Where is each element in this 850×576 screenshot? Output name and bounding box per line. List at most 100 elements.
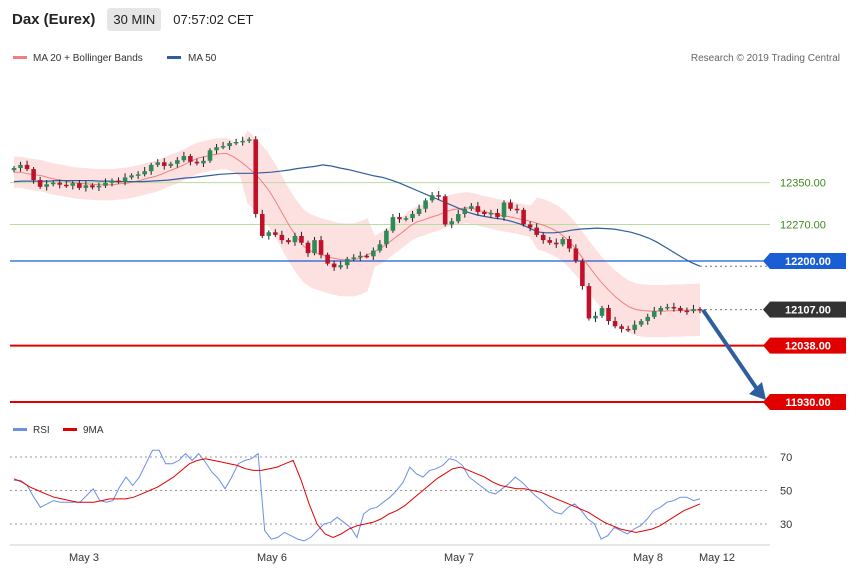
candle-body	[259, 214, 265, 236]
candle-body	[312, 240, 317, 254]
candle-body	[384, 230, 389, 245]
candle-body	[331, 263, 337, 268]
rsi-tick-label: 50	[780, 486, 792, 498]
candle-body	[521, 209, 526, 225]
candle-body	[501, 202, 507, 218]
candle-body	[508, 202, 513, 209]
rsi-tick-label: 70	[780, 452, 792, 464]
candle-body	[90, 185, 95, 188]
candle-body	[540, 234, 546, 241]
price-labels: 12350.00 12270.00 12200.00 12107.00 12038.00…	[701, 178, 846, 410]
candle-body	[318, 240, 324, 255]
candle-body	[390, 217, 396, 231]
candle-body	[129, 175, 134, 178]
rsi-ma-legend-label: 9MA	[83, 425, 104, 436]
x-tick-label: May 8	[633, 552, 663, 564]
candle-body	[233, 141, 239, 144]
candle-body	[305, 242, 311, 254]
rsi-ma-line	[13, 458, 701, 538]
candle-body	[442, 196, 448, 225]
candle-body	[24, 164, 30, 170]
level-label: 12270.00	[780, 219, 826, 231]
level-label-box	[770, 337, 846, 354]
level-label-pointer	[763, 301, 770, 318]
candle-body	[567, 239, 572, 249]
rsi-legend-swatch	[13, 428, 27, 431]
candle-body	[645, 316, 651, 322]
candle-body	[449, 221, 455, 225]
candle-body	[161, 162, 167, 166]
rsi-tick-label: 30	[780, 519, 792, 531]
candle-body	[194, 161, 200, 164]
candle-body	[397, 217, 402, 220]
level-label-pointer	[763, 337, 770, 354]
candle-body	[638, 321, 644, 325]
candle-body	[299, 235, 304, 243]
x-tick-label: May 3	[69, 552, 99, 564]
candle-body	[632, 324, 637, 330]
candle-body	[181, 156, 187, 161]
candle-body	[475, 206, 481, 212]
candle-body	[103, 182, 108, 186]
candle-body	[547, 240, 553, 243]
candle-body	[534, 227, 539, 235]
candle-body	[109, 180, 115, 183]
ma20-legend-label: MA 20 + Bollinger Bands	[33, 53, 143, 64]
candle-body	[665, 306, 670, 309]
candle-body	[469, 206, 474, 209]
level-label-pointer	[763, 253, 770, 269]
candle-body	[495, 212, 500, 218]
level-label-box	[770, 394, 846, 410]
level-label-pointer	[763, 394, 770, 410]
candle-body	[57, 182, 63, 185]
candle-body	[482, 211, 487, 214]
ma20-line	[14, 152, 701, 312]
bollinger-band	[14, 130, 700, 338]
candle-body	[135, 174, 141, 176]
level-label: 12200.00	[785, 256, 831, 268]
candle-body	[142, 171, 147, 175]
bollinger-band-area	[14, 130, 700, 338]
forecast-arrow-shaft	[701, 308, 759, 391]
candle-body	[122, 177, 128, 182]
candle-body	[148, 164, 154, 172]
candle-body	[279, 234, 285, 241]
candle-body	[207, 150, 213, 161]
ma20-legend-swatch	[13, 56, 27, 59]
level-label: 11930.00	[785, 397, 830, 409]
candle-body	[214, 147, 219, 151]
candle-body	[678, 308, 683, 311]
candle-body	[436, 195, 441, 197]
candle-body	[553, 242, 559, 245]
forecast-arrow-head	[749, 382, 766, 400]
instrument-title: Dax (Eurex)	[12, 10, 96, 28]
candle-body	[175, 160, 180, 164]
candle-body	[455, 214, 461, 222]
candle-body	[599, 308, 605, 316]
candle-body	[691, 309, 696, 312]
credit-label: Research © 2019 Trading Central	[691, 53, 840, 64]
candle-body	[168, 163, 174, 166]
rsi-line	[14, 449, 701, 542]
candle-body	[96, 185, 102, 188]
candle-body	[338, 265, 343, 268]
candle-body	[612, 321, 618, 327]
candlesticks	[11, 136, 703, 334]
candle-body	[11, 168, 17, 171]
candle-body	[325, 254, 330, 264]
candle-body	[371, 250, 376, 257]
ma50-legend-label: MA 50	[188, 53, 217, 64]
candle-body	[586, 286, 592, 319]
level-label: 12038.00	[785, 341, 831, 353]
rsi-panel: 70 50 30	[10, 449, 792, 542]
candle-body	[488, 212, 494, 215]
candle-body	[44, 184, 49, 187]
candle-body	[684, 310, 690, 313]
candle-body	[63, 184, 69, 187]
candle-body	[155, 162, 161, 165]
x-tick-label: May 6	[257, 552, 287, 564]
timeframe-button[interactable]: 30 MIN	[107, 7, 162, 31]
rsi-ma-legend-swatch	[63, 428, 77, 431]
rsi-legend-label: RSI	[33, 425, 50, 436]
candle-body	[364, 255, 370, 258]
